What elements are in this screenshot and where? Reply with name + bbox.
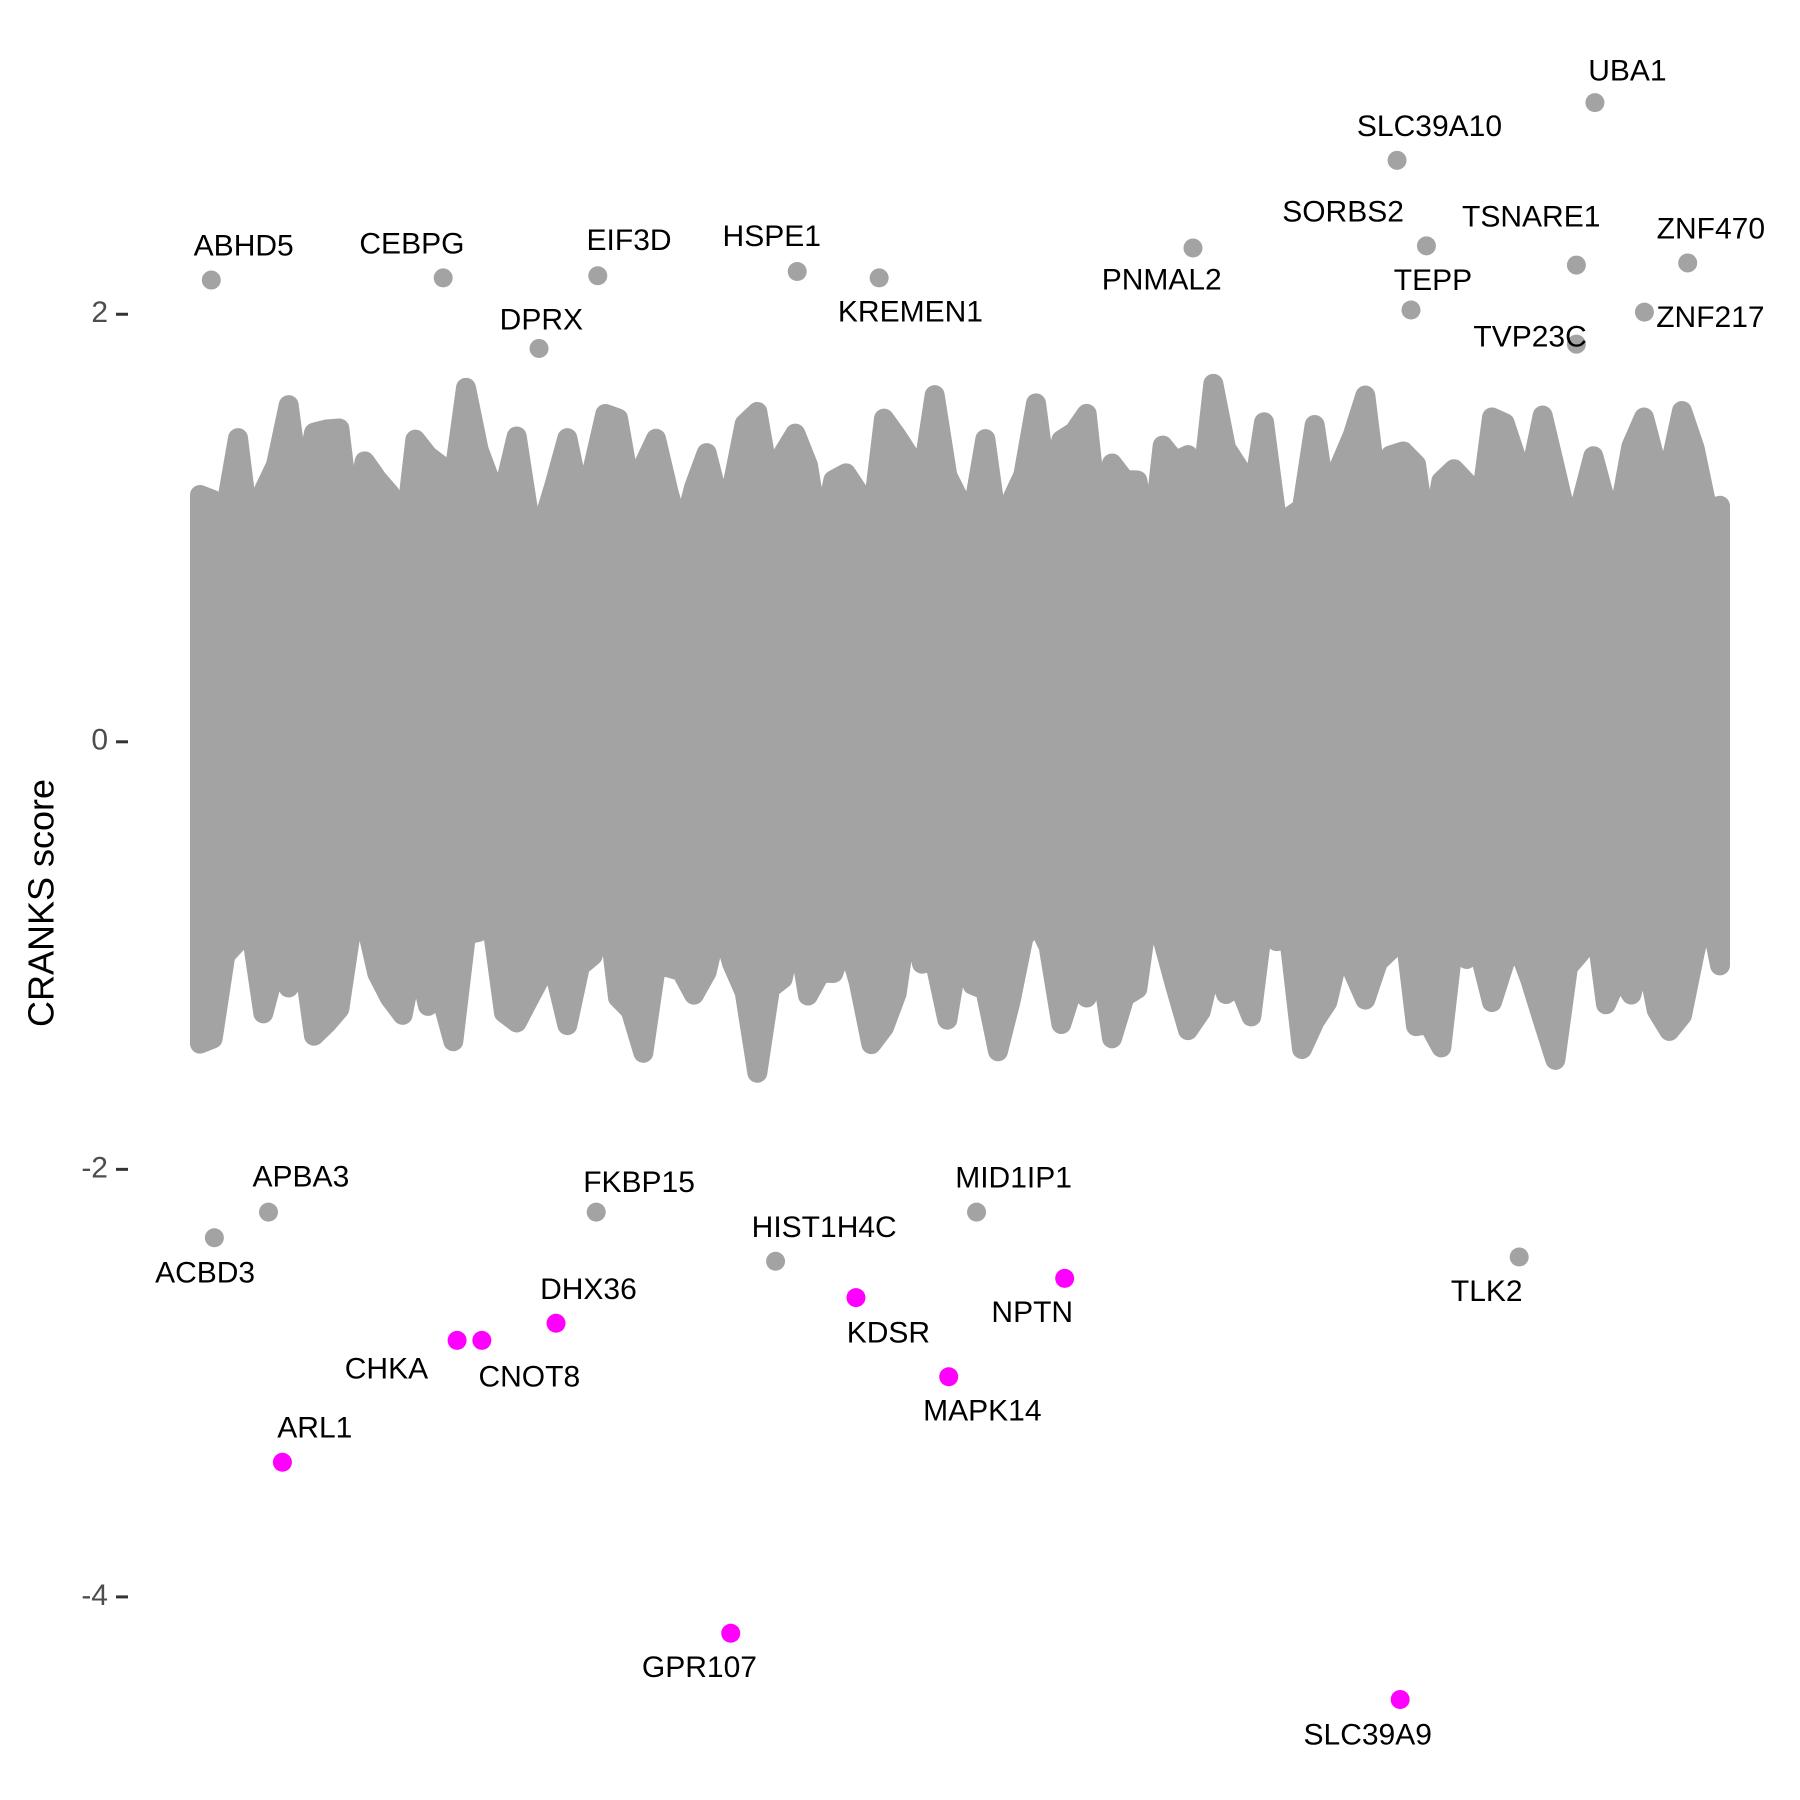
point-label: ACBD3: [155, 1257, 255, 1290]
point: [1634, 302, 1654, 322]
point-label: ABHD5: [194, 230, 294, 263]
point-label: SLC39A10: [1357, 110, 1502, 143]
point-label: DPRX: [500, 304, 583, 337]
y-tick-label: 0: [91, 724, 108, 757]
point-label: APBA3: [253, 1160, 350, 1193]
point: [787, 261, 807, 281]
point: [967, 1202, 987, 1222]
point-label: TVP23C: [1473, 320, 1586, 353]
point: [472, 1330, 492, 1350]
point-label: ARL1: [277, 1412, 352, 1445]
point-label: TLK2: [1451, 1275, 1523, 1308]
point-label: TEPP: [1394, 264, 1472, 297]
point-label: MID1IP1: [955, 1162, 1072, 1195]
y-tick-label: -4: [81, 1579, 108, 1612]
point-label: MAPK14: [923, 1395, 1041, 1428]
point-label: HIST1H4C: [752, 1211, 897, 1244]
point-label: HSPE1: [723, 220, 821, 253]
point-label: KREMEN1: [838, 296, 983, 329]
point: [204, 1228, 224, 1248]
point-label: SLC39A9: [1304, 1719, 1432, 1752]
point-label: TSNARE1: [1462, 201, 1600, 234]
point: [447, 1330, 467, 1350]
point: [201, 270, 221, 290]
point: [846, 1288, 866, 1308]
y-axis-title: CRANKS score: [21, 779, 62, 1027]
point: [258, 1202, 278, 1222]
point-label: ZNF470: [1657, 212, 1765, 245]
point: [588, 266, 608, 286]
point-cloud: [190, 373, 1730, 1083]
point: [869, 268, 889, 288]
y-tick-label: 2: [91, 296, 108, 329]
point: [1585, 93, 1605, 113]
point: [529, 338, 549, 358]
point: [1678, 253, 1698, 273]
point: [1387, 150, 1407, 170]
point: [433, 268, 453, 288]
point-label: GPR107: [642, 1651, 757, 1684]
point-label: FKBP15: [583, 1166, 695, 1199]
point-label: SORBS2: [1282, 195, 1404, 228]
point-label: PNMAL2: [1102, 263, 1222, 296]
point-label: NPTN: [991, 1296, 1073, 1329]
point: [721, 1623, 741, 1643]
point: [272, 1452, 292, 1472]
point: [1416, 236, 1436, 256]
point-label: DHX36: [540, 1273, 637, 1306]
point-label: KDSR: [847, 1317, 930, 1350]
point: [546, 1313, 566, 1333]
point: [1390, 1690, 1410, 1710]
point-label: CEBPG: [359, 227, 464, 260]
point: [1401, 300, 1421, 320]
point-label: UBA1: [1588, 54, 1666, 87]
point: [766, 1251, 786, 1271]
point: [1566, 255, 1586, 275]
point-label: CHKA: [345, 1352, 428, 1385]
point-label: ZNF217: [1656, 301, 1764, 334]
point: [939, 1367, 959, 1387]
point: [1509, 1247, 1529, 1267]
point: [1055, 1268, 1075, 1288]
point-label: EIF3D: [587, 224, 672, 257]
point: [1566, 334, 1586, 354]
point: [1183, 238, 1203, 258]
y-tick-label: -2: [81, 1151, 108, 1184]
point: [586, 1202, 606, 1222]
point-label: CNOT8: [478, 1361, 580, 1394]
